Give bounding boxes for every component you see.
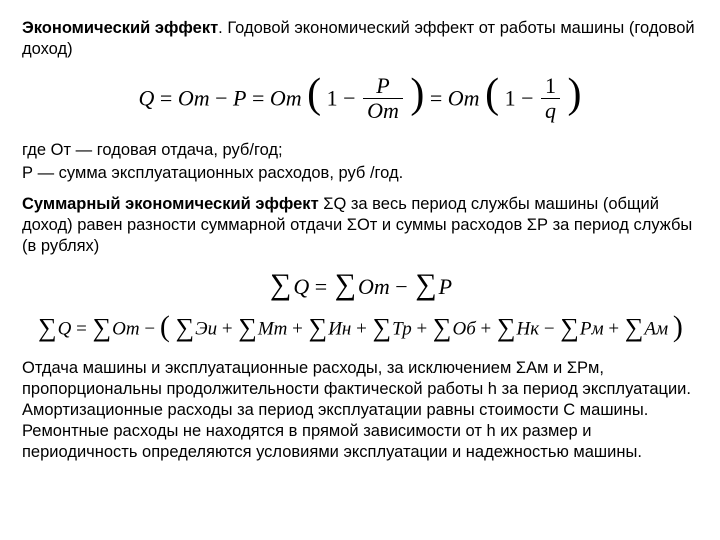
f1-p: P — [233, 86, 246, 111]
f1-one2: 1 — [505, 86, 516, 111]
intro-paragraph: Экономический эффект. Годовой экономичес… — [22, 18, 698, 60]
where-line-2: Р — сумма эксплуатационных расходов, руб… — [22, 163, 698, 184]
total-bold: Суммарный экономический эффект — [22, 195, 319, 213]
f1-om1: Om — [178, 86, 210, 111]
formula-2: ∑Q = ∑Om − ∑P — [22, 271, 698, 301]
f1-one1: 1 — [327, 86, 338, 111]
f1-q: Q — [139, 86, 155, 111]
f1-om2: Om — [270, 86, 302, 111]
total-effect-paragraph: Суммарный экономический эффект ΣQ за вес… — [22, 194, 698, 257]
formula-1: Q = Om − P = Om ( 1 − P Om ) = Om ( 1 − … — [22, 74, 698, 123]
closing-paragraph: Отдача машины и эксплуатационные расходы… — [22, 358, 698, 464]
f1-om3: Om — [448, 86, 480, 111]
intro-bold: Экономический эффект — [22, 19, 218, 37]
f1-frac2: 1 q — [541, 74, 560, 123]
formula-3: ∑Q = ∑Om − ( ∑Эи + ∑Мт + ∑Ин + ∑Тр + ∑Об… — [22, 317, 698, 342]
f1-frac1: P Om — [363, 74, 403, 123]
where-line-1: где От — годовая отдача, руб/год; — [22, 140, 698, 161]
